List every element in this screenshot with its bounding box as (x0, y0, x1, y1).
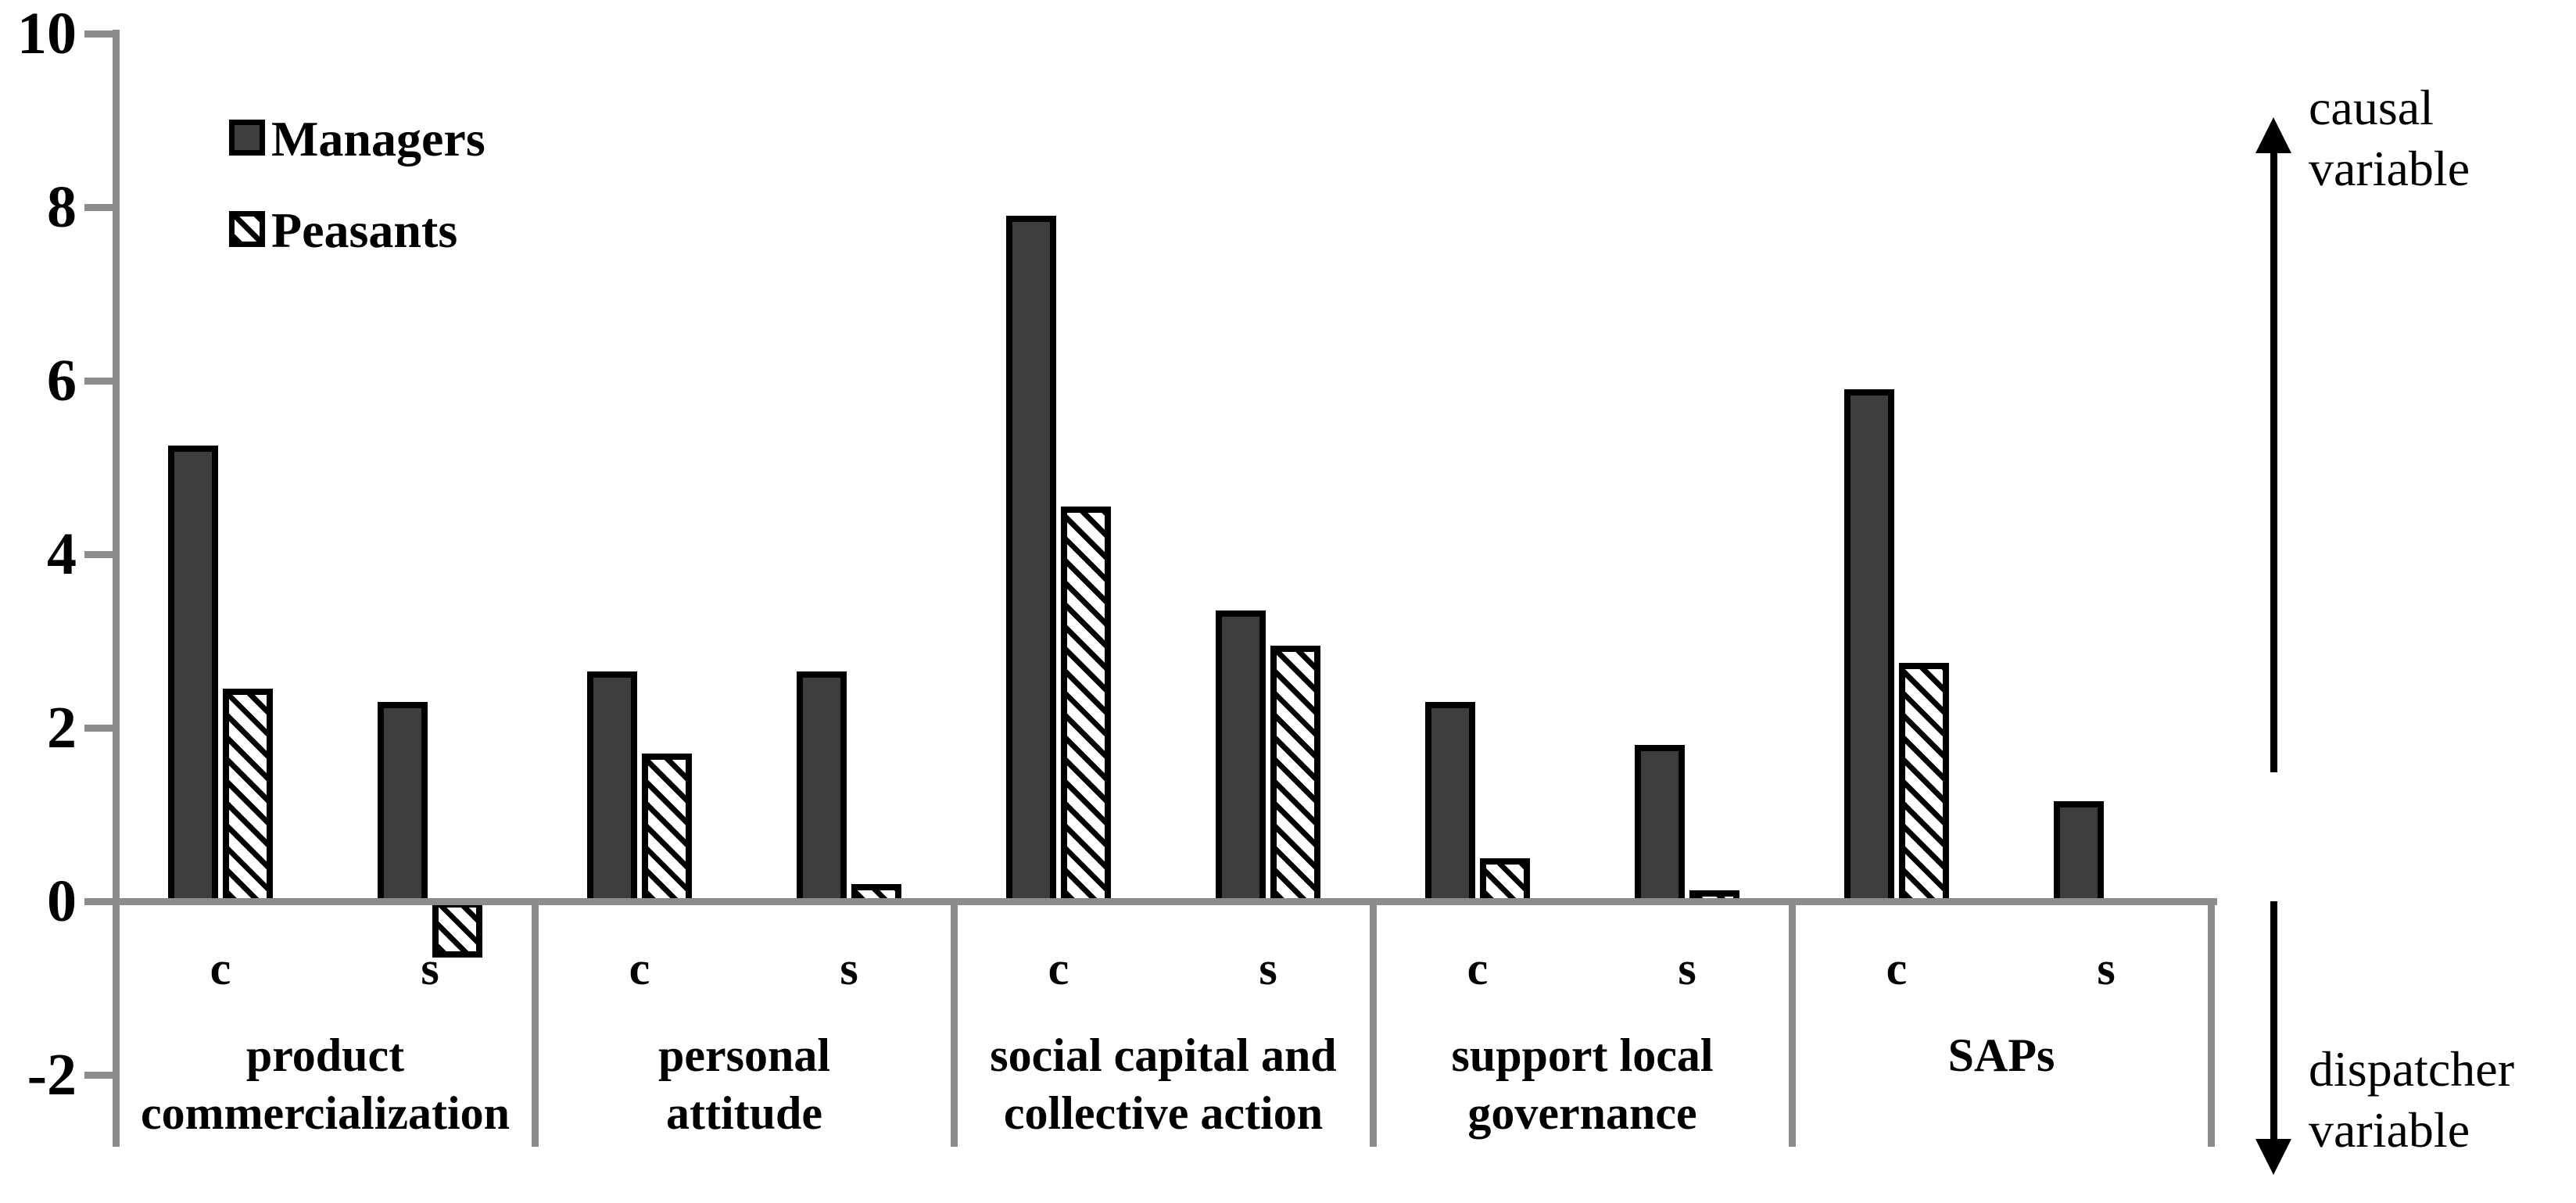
bar-peasants-saps-c (1899, 662, 1949, 904)
x-axis-baseline (113, 898, 2217, 905)
group-separator (1789, 901, 1796, 1147)
y-axis-tick-label: 0 (47, 868, 77, 934)
bar-peasants-product-c (223, 689, 273, 904)
sub-category-label-c: c (210, 943, 231, 994)
y-axis-tick (84, 204, 116, 211)
bar-managers-saps-s (2054, 801, 2104, 904)
y-axis-tick (84, 1072, 116, 1079)
group-separator (2208, 901, 2215, 1147)
y-axis-line (112, 30, 120, 1147)
causal-arrow-line (2270, 150, 2277, 772)
y-axis-tick (84, 551, 116, 558)
sub-category-label-s: s (840, 943, 858, 994)
y-axis-tick-label: 6 (47, 348, 77, 414)
bar-managers-support-local-c (1425, 701, 1475, 904)
dispatcher-arrow-line (2270, 901, 2277, 1140)
y-axis-tick-label: 8 (47, 174, 77, 240)
group-separator (532, 901, 539, 1147)
y-axis-tick-label: 4 (47, 521, 77, 587)
sub-category-label-c: c (1886, 943, 1908, 994)
bar-managers-social-capital-and-c (1006, 216, 1056, 904)
annotation-causal-variable: causal variable (2309, 80, 2470, 196)
sub-category-label-c: c (1467, 943, 1489, 994)
y-axis-tick (84, 725, 116, 732)
y-axis-tick-label: -2 (27, 1042, 77, 1108)
y-axis-tick-label: 10 (17, 1, 77, 66)
bar-peasants-product-s (432, 901, 482, 958)
bar-managers-product-c (168, 446, 218, 904)
sub-category-label-s: s (2097, 943, 2116, 994)
bar-managers-personal-c (587, 671, 637, 904)
category-label-personal: personal attitude (657, 1029, 831, 1139)
legend-swatch-peasants (229, 211, 265, 247)
bar-managers-personal-s (797, 671, 847, 904)
sub-category-label-c: c (1048, 943, 1069, 994)
sub-category-label-s: s (421, 943, 439, 994)
bar-peasants-social-capital-and-s (1270, 645, 1320, 904)
group-separator (951, 901, 958, 1147)
group-separator (1370, 901, 1377, 1147)
legend-swatch-managers (229, 120, 265, 156)
sub-category-label-s: s (1259, 943, 1277, 994)
bar-peasants-social-capital-and-c (1061, 506, 1111, 904)
annotation-dispatcher-variable: dispatcher variable (2309, 1041, 2514, 1158)
bar-managers-saps-c (1844, 389, 1894, 904)
category-label-support-local: support local governance (1451, 1029, 1714, 1139)
y-axis-tick-label: 2 (47, 695, 77, 761)
category-label-social-capital-and: social capital and collective action (990, 1029, 1337, 1139)
category-label-product: product commercialization (140, 1029, 511, 1139)
y-axis-tick (84, 30, 116, 38)
y-axis-tick (84, 898, 116, 905)
legend-label-managers: Managers (271, 111, 485, 166)
sub-category-label-s: s (1678, 943, 1696, 994)
bar-managers-product-s (378, 701, 428, 904)
bar-managers-support-local-s (1635, 745, 1685, 904)
dispatcher-arrow-head (2255, 1139, 2291, 1175)
bar-peasants-support-local-c (1480, 857, 1530, 904)
bar-peasants-personal-c (642, 754, 692, 904)
category-label-saps: SAPs (1947, 1029, 2055, 1081)
y-axis-tick (84, 378, 116, 385)
sub-category-label-c: c (629, 943, 650, 994)
legend-label-peasants: Peasants (271, 202, 458, 258)
bar-managers-social-capital-and-s (1216, 610, 1266, 904)
causal-arrow-head (2255, 117, 2291, 153)
